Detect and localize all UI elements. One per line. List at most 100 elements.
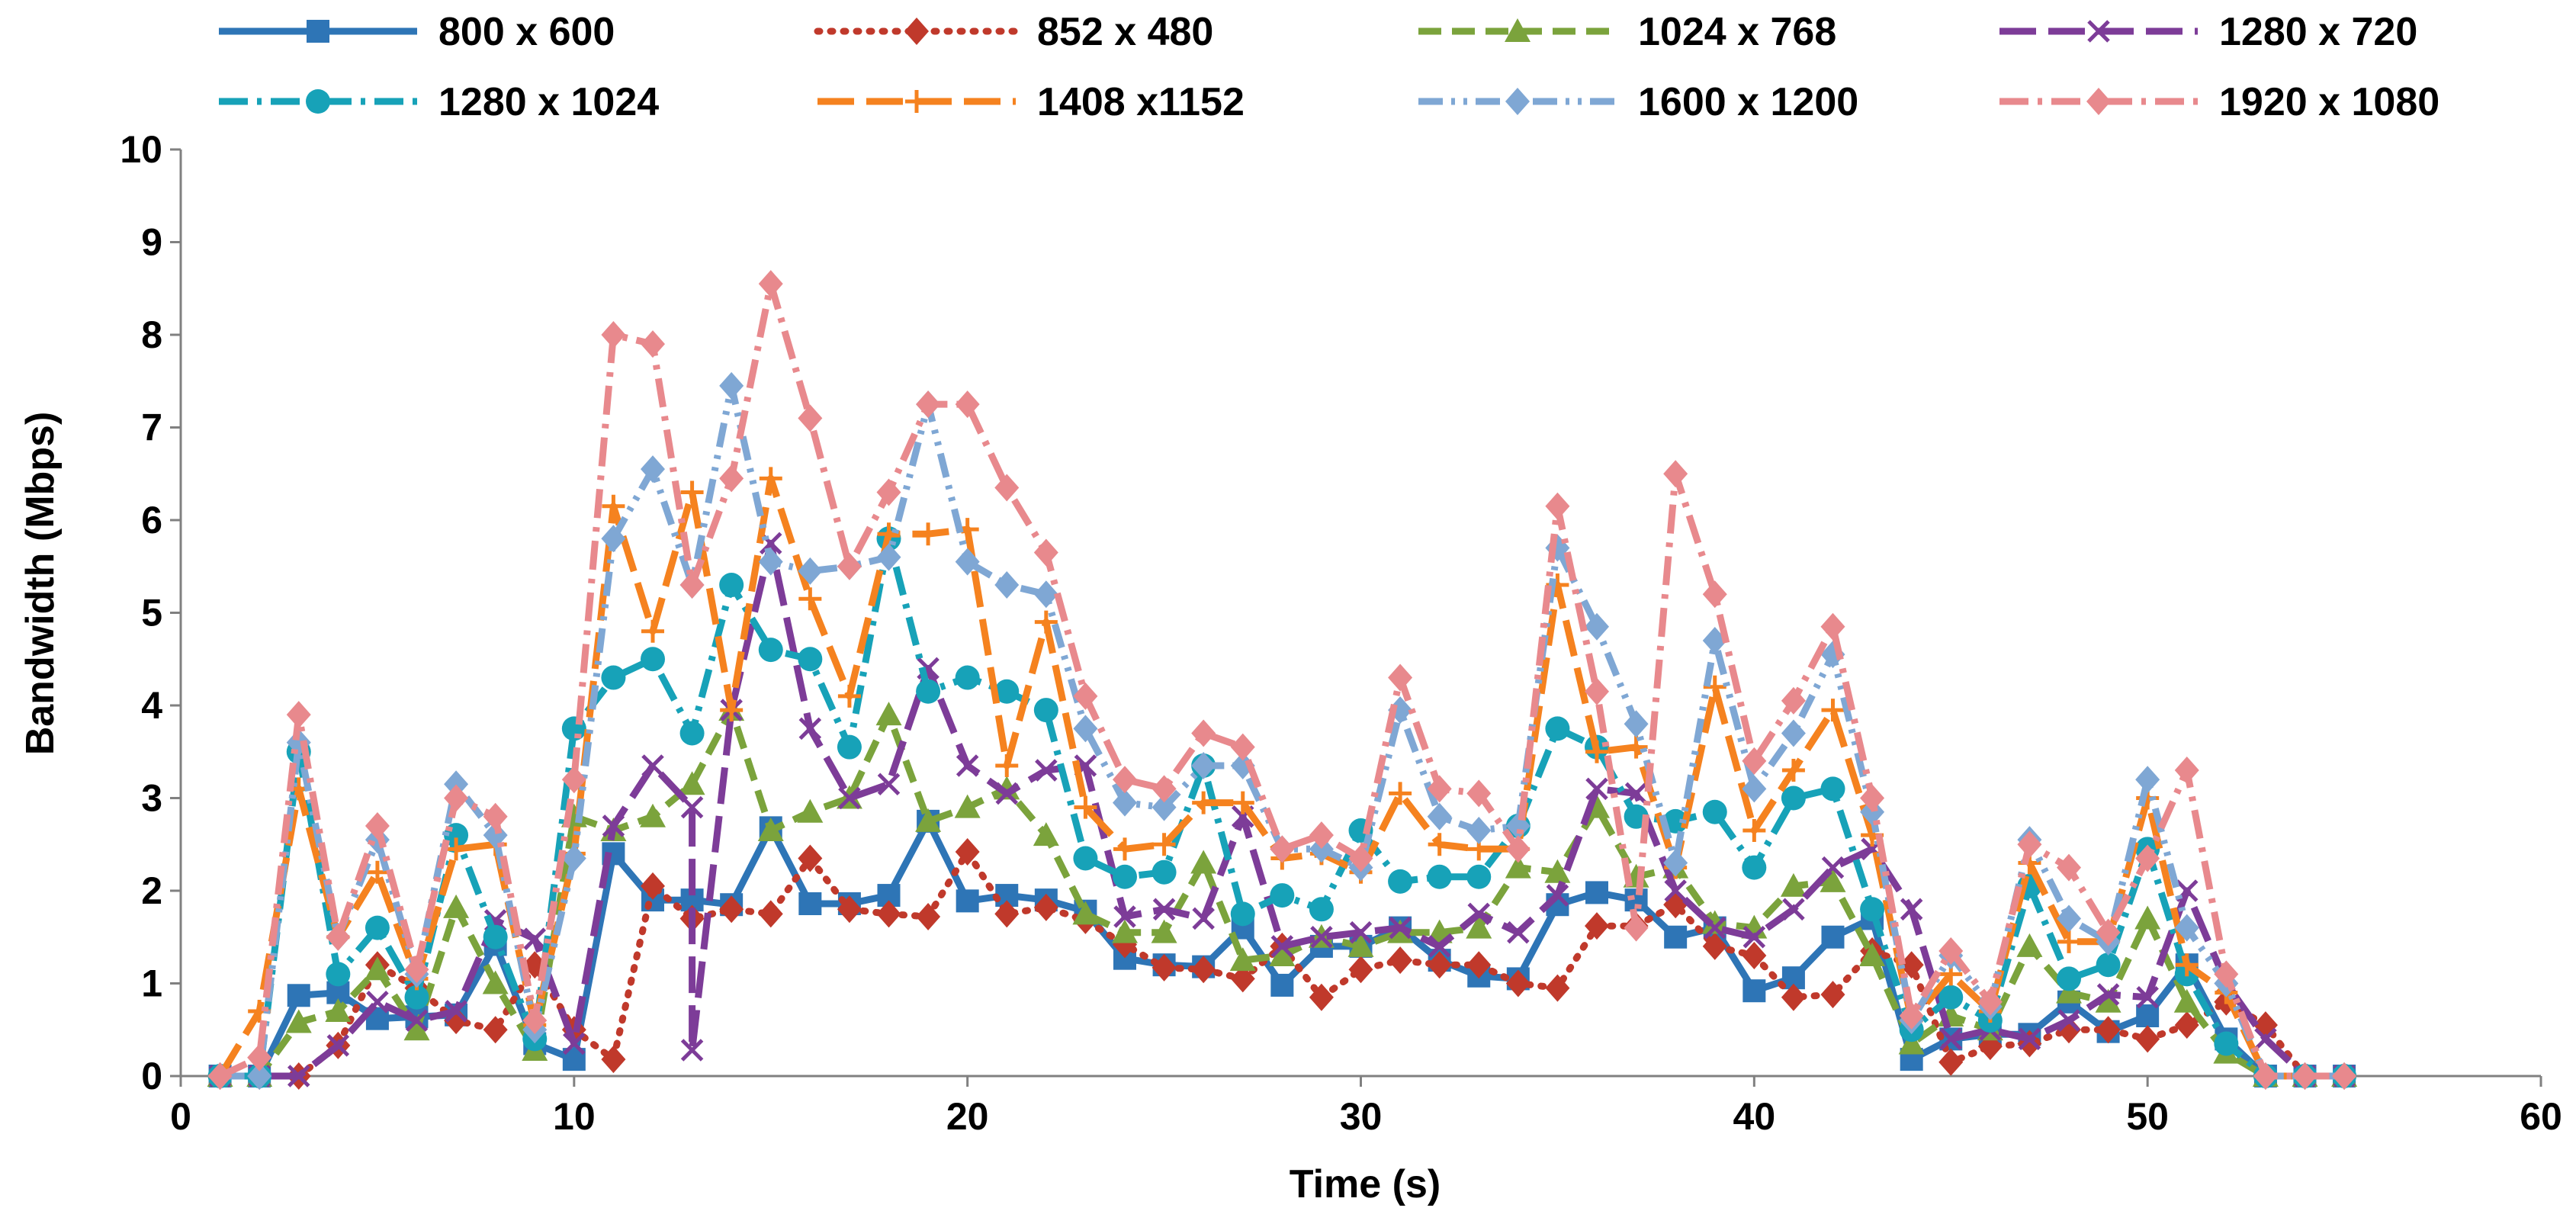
data-point-1920-x-1080	[247, 1043, 272, 1071]
legend-marker-1280-x-720	[2087, 20, 2110, 43]
data-point-1408-x1152	[1624, 735, 1648, 759]
data-point-1280-x-720	[1703, 916, 1726, 940]
y-axis-title: Bandwidth (Mbps)	[18, 412, 63, 756]
data-point-1408-x1152	[1742, 819, 1766, 843]
data-point-800-x-600	[2136, 1004, 2160, 1028]
data-point-1280-x-720	[2136, 985, 2159, 1009]
data-point-1280-x-720	[1664, 879, 1687, 902]
data-point-1280-x-1024	[404, 985, 429, 1010]
legend-marker-1600-x-1200	[1505, 88, 1530, 115]
data-point-852-x-480	[1230, 965, 1255, 993]
series-line-1280-x-720	[220, 539, 2345, 1080]
data-point-1920-x-1080	[561, 766, 586, 794]
data-point-1600-x-1200	[719, 371, 744, 400]
data-point-852-x-480	[1505, 969, 1531, 998]
data-point-1600-x-1200	[1860, 798, 1885, 826]
data-point-800-x-600	[1821, 925, 1845, 949]
data-point-1920-x-1080	[601, 321, 626, 349]
data-point-1920-x-1080	[483, 802, 508, 830]
data-point-1600-x-1200	[1151, 793, 1177, 821]
data-point-852-x-480	[1742, 942, 1767, 970]
data-point-1280-x-720	[523, 927, 547, 950]
data-point-1408-x1152	[798, 587, 822, 611]
y-tick-label: 9	[141, 221, 162, 264]
data-point-800-x-600	[1585, 881, 1608, 904]
x-tick-label: 10	[553, 1095, 596, 1138]
data-point-1600-x-1200	[1427, 802, 1452, 830]
data-point-852-x-480	[2174, 1011, 2199, 1039]
x-tick-label: 50	[2126, 1095, 2169, 1138]
data-point-1280-x-720	[1782, 898, 1805, 921]
data-point-1408-x1152	[2175, 953, 2199, 977]
data-point-1408-x1152	[1428, 833, 1451, 856]
data-point-1920-x-1080	[404, 956, 429, 984]
data-point-1920-x-1080	[286, 701, 311, 729]
data-point-1920-x-1080	[1585, 677, 1609, 705]
data-point-1280-x-720	[2254, 1027, 2277, 1051]
data-point-1280-x-720	[995, 782, 1019, 805]
data-point-852-x-480	[1820, 981, 1845, 1009]
data-point-1920-x-1080	[522, 1007, 548, 1035]
data-point-1280-x-720	[326, 1034, 350, 1057]
data-point-1600-x-1200	[798, 557, 823, 585]
data-point-1920-x-1080	[1388, 663, 1413, 692]
data-point-1280-x-1024	[326, 962, 351, 987]
data-point-1920-x-1080	[2096, 918, 2121, 946]
data-point-852-x-480	[1309, 983, 1334, 1011]
data-point-1408-x1152	[1152, 833, 1176, 856]
data-point-1024-x-768	[2016, 933, 2043, 957]
data-point-1408-x1152	[1821, 699, 1845, 722]
data-point-1280-x-720	[1546, 884, 1569, 907]
data-point-1280-x-1024	[1151, 859, 1177, 885]
data-point-1280-x-720	[877, 773, 901, 796]
data-point-1920-x-1080	[2292, 1062, 2317, 1090]
y-tick-label: 7	[141, 406, 162, 449]
data-point-1280-x-720	[1389, 916, 1412, 940]
data-point-1280-x-720	[1585, 777, 1608, 801]
data-point-1280-x-1024	[1113, 864, 1137, 889]
data-point-1024-x-768	[1033, 822, 1059, 847]
data-point-1280-x-1024	[1309, 897, 1334, 922]
data-point-1280-x-1024	[365, 915, 390, 940]
data-point-1408-x1152	[1113, 837, 1136, 861]
data-point-1280-x-720	[1507, 920, 1530, 944]
legend-label-1024-x-768: 1024 x 768	[1638, 10, 1836, 54]
data-point-852-x-480	[798, 844, 823, 872]
legend-item-1920-x-1080: 1920 x 1080	[1999, 80, 2439, 124]
data-point-1024-x-768	[482, 970, 509, 994]
data-point-1280-x-720	[838, 786, 861, 810]
data-point-1920-x-1080	[207, 1062, 233, 1090]
data-point-1408-x1152	[1585, 740, 1608, 763]
data-point-1920-x-1080	[1545, 492, 1570, 520]
legend-marker-1024-x-768	[1505, 18, 1531, 42]
data-point-800-x-600	[1664, 925, 1688, 949]
data-point-1280-x-1024	[1270, 883, 1295, 908]
data-point-1280-x-1024	[1073, 846, 1098, 871]
data-point-852-x-480	[916, 903, 941, 931]
data-point-1280-x-1024	[1230, 901, 1255, 927]
data-point-1280-x-1024	[1388, 869, 1413, 894]
data-point-852-x-480	[601, 1046, 626, 1074]
data-point-1920-x-1080	[2017, 830, 2042, 859]
data-point-852-x-480	[1388, 946, 1413, 975]
data-point-800-x-600	[798, 892, 822, 916]
data-point-1024-x-768	[1780, 872, 1807, 897]
data-point-1920-x-1080	[1191, 719, 1216, 747]
data-point-1280-x-720	[1192, 907, 1215, 930]
data-point-1920-x-1080	[1899, 1002, 1924, 1030]
data-point-852-x-480	[758, 900, 783, 928]
legend-item-1280-x-720: 1280 x 720	[1999, 10, 2417, 54]
data-point-1920-x-1080	[641, 330, 665, 358]
series-1280-x-720	[208, 532, 2356, 1087]
data-point-1920-x-1080	[1230, 733, 1255, 761]
data-point-1280-x-1024	[2214, 1031, 2239, 1056]
data-point-1408-x1152	[1074, 795, 1097, 819]
data-point-1280-x-1024	[601, 665, 626, 690]
data-point-1920-x-1080	[955, 390, 980, 419]
data-point-1920-x-1080	[2214, 960, 2239, 988]
data-point-1920-x-1080	[2332, 1062, 2357, 1090]
legend-item-852-x-480: 852 x 480	[814, 10, 1213, 54]
data-point-1920-x-1080	[1860, 784, 1885, 812]
data-point-852-x-480	[641, 872, 665, 900]
